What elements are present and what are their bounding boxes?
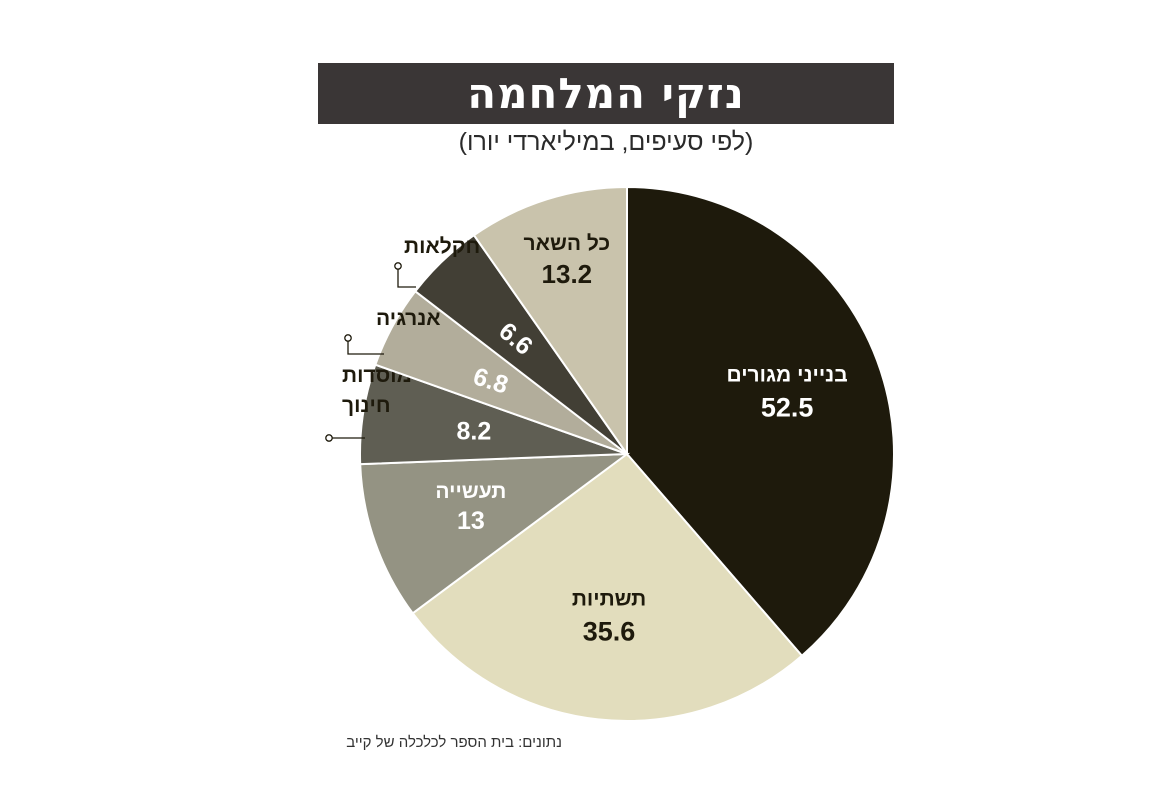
chart-title: נזקי המלחמה <box>467 69 745 118</box>
callout-line-energy <box>347 338 384 355</box>
slice-value-other: 13.2 <box>542 259 593 289</box>
slice-value-infrastructure: 35.6 <box>583 617 636 647</box>
slice-label-group-industry: תעשייה 13 <box>435 480 506 535</box>
slice-label-group-residential: בנייני מגורים 52.5 <box>727 363 848 422</box>
pie-slice-industry <box>359 452 631 615</box>
slice-label-group-other: כל השאר 13.2 <box>524 232 611 289</box>
slice-value-residential: 52.5 <box>761 392 814 422</box>
callout-dot-education <box>325 434 333 442</box>
pie-slice-residential <box>626 185 895 658</box>
callout-dot-energy <box>344 334 352 342</box>
title-bar: נזקי המלחמה <box>318 63 894 124</box>
slice-label-residential: בנייני מגורים <box>727 363 848 386</box>
callout-label-agriculture: חקלאות <box>404 235 480 258</box>
source-note: נתונים: בית הספר לכלכלה של קייב <box>346 734 562 751</box>
slice-label-industry: תעשייה <box>435 480 506 503</box>
pie-slice-other <box>472 185 628 458</box>
slice-label-infrastructure: תשתיות <box>572 588 646 611</box>
slice-value-industry: 13 <box>457 507 485 535</box>
slice-label-group-infrastructure: תשתיות 35.6 <box>572 588 646 647</box>
slice-label-group-education: 8.2 <box>457 418 492 446</box>
callout-dot-agriculture <box>394 262 402 270</box>
slice-value-education: 8.2 <box>457 418 492 446</box>
callout-label-education-2: חינוך <box>342 394 391 417</box>
pie-slice-infrastructure <box>411 452 804 722</box>
slice-label-other: כל השאר <box>524 232 611 255</box>
callout-label-energy: אנרגיה <box>376 307 441 330</box>
callout-line-agriculture <box>397 266 416 288</box>
chart-subtitle: (לפי סעיפים, במיליארדי יורו) <box>458 128 754 156</box>
